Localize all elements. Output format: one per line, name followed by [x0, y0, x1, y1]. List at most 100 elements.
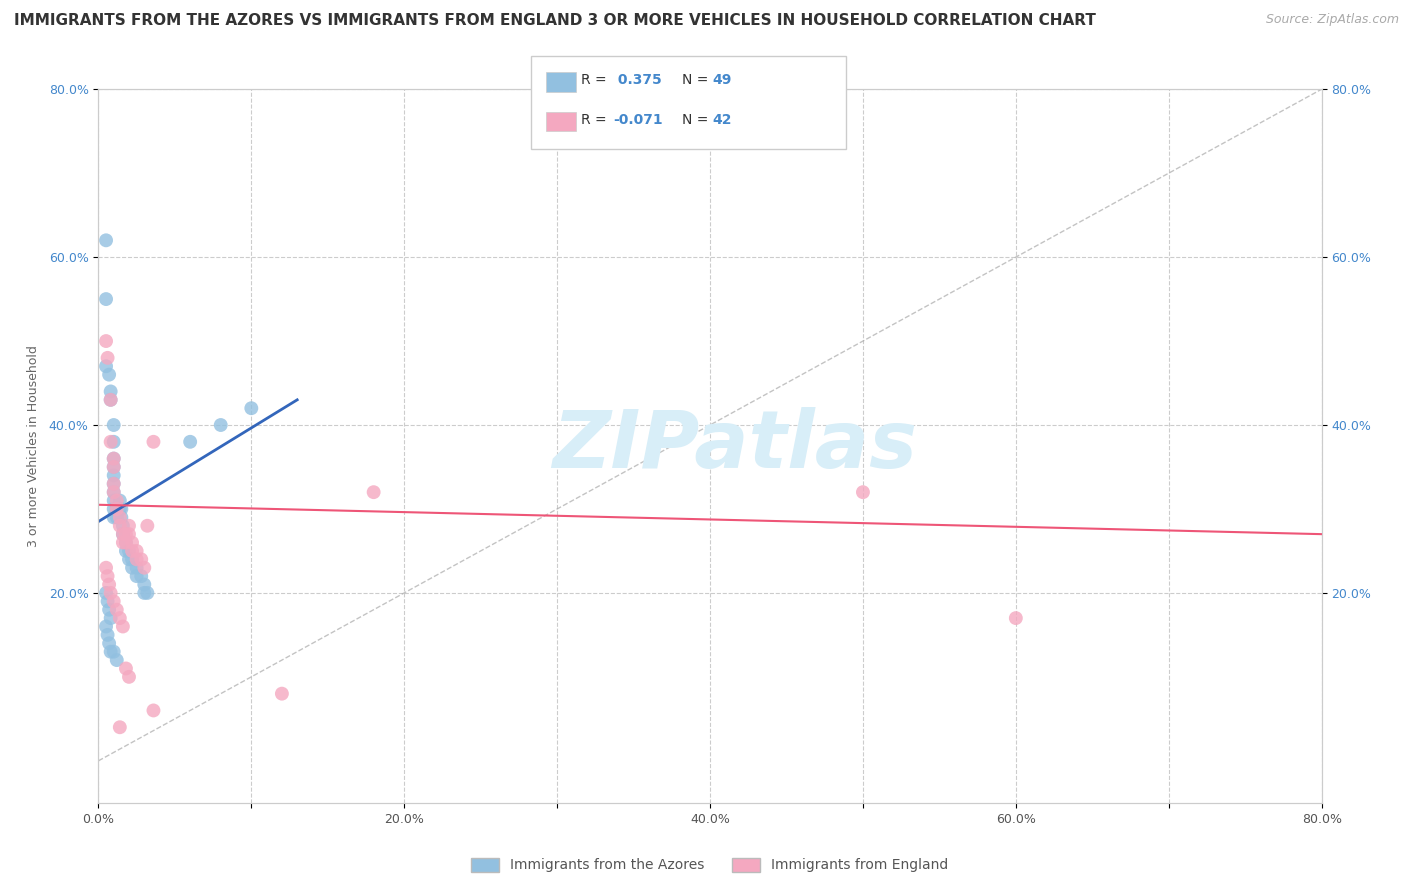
Point	[103, 434, 125, 449]
Point	[115, 535, 138, 549]
Point	[105, 493, 128, 508]
Point	[125, 569, 148, 583]
Point	[103, 417, 125, 432]
Point	[97, 628, 120, 642]
Point	[94, 619, 117, 633]
Point	[125, 552, 148, 566]
Text: 42: 42	[713, 112, 733, 127]
Point	[852, 485, 875, 500]
Point	[103, 476, 125, 491]
Point	[97, 569, 120, 583]
Point	[108, 720, 131, 734]
Point	[100, 611, 122, 625]
Point	[103, 451, 125, 466]
Text: N =: N =	[682, 73, 713, 87]
Point	[97, 594, 120, 608]
Point	[134, 586, 156, 600]
Point	[270, 687, 292, 701]
Point	[98, 603, 121, 617]
Point	[103, 468, 125, 483]
Legend: Immigrants from the Azores, Immigrants from England: Immigrants from the Azores, Immigrants f…	[465, 852, 955, 878]
Point	[105, 653, 128, 667]
Point	[125, 544, 148, 558]
Point	[98, 368, 121, 382]
Text: 0.375: 0.375	[613, 73, 662, 87]
Point	[111, 535, 134, 549]
Point	[209, 417, 232, 432]
Point	[105, 603, 128, 617]
Point	[115, 544, 138, 558]
Point	[103, 476, 125, 491]
Point	[103, 510, 125, 524]
Point	[129, 569, 152, 583]
Text: 49: 49	[713, 73, 733, 87]
Point	[125, 560, 148, 574]
Point	[121, 560, 143, 574]
Point	[94, 292, 117, 306]
Point	[94, 334, 117, 348]
Point	[103, 493, 125, 508]
Point	[110, 510, 132, 524]
Point	[108, 510, 131, 524]
Point	[94, 560, 117, 574]
Point	[110, 502, 132, 516]
Point	[179, 434, 201, 449]
Text: Source: ZipAtlas.com: Source: ZipAtlas.com	[1265, 13, 1399, 27]
Text: N =: N =	[682, 112, 713, 127]
Point	[98, 636, 121, 650]
Point	[118, 544, 141, 558]
Point	[105, 502, 128, 516]
Point	[121, 552, 143, 566]
Point	[103, 485, 125, 500]
Point	[100, 434, 122, 449]
Text: ZIPatlas: ZIPatlas	[553, 407, 917, 485]
Point	[136, 518, 159, 533]
Point	[118, 518, 141, 533]
Point	[1004, 611, 1026, 625]
Point	[121, 535, 143, 549]
Point	[115, 661, 138, 675]
Text: -0.071: -0.071	[613, 112, 662, 127]
Point	[98, 577, 121, 591]
Point	[100, 586, 122, 600]
Point	[111, 518, 134, 533]
Point	[108, 611, 131, 625]
Point	[103, 460, 125, 475]
Point	[108, 493, 131, 508]
Point	[103, 460, 125, 475]
Text: R =: R =	[581, 112, 610, 127]
Text: R =: R =	[581, 73, 610, 87]
Point	[105, 510, 128, 524]
Point	[100, 392, 122, 407]
Point	[240, 401, 263, 416]
Point	[94, 233, 117, 247]
Point	[103, 502, 125, 516]
Point	[136, 586, 159, 600]
Point	[129, 552, 152, 566]
Point	[111, 527, 134, 541]
Point	[103, 645, 125, 659]
Point	[111, 527, 134, 541]
Point	[100, 645, 122, 659]
Point	[108, 502, 131, 516]
Point	[108, 518, 131, 533]
Point	[100, 392, 122, 407]
Point	[134, 560, 156, 574]
Point	[103, 594, 125, 608]
Point	[118, 670, 141, 684]
Point	[105, 502, 128, 516]
Point	[115, 527, 138, 541]
Point	[142, 434, 165, 449]
Point	[363, 485, 385, 500]
Point	[100, 384, 122, 399]
Point	[94, 586, 117, 600]
Point	[134, 577, 156, 591]
Point	[142, 703, 165, 717]
Point	[94, 359, 117, 374]
Point	[115, 535, 138, 549]
Text: IMMIGRANTS FROM THE AZORES VS IMMIGRANTS FROM ENGLAND 3 OR MORE VEHICLES IN HOUS: IMMIGRANTS FROM THE AZORES VS IMMIGRANTS…	[14, 13, 1095, 29]
Point	[97, 351, 120, 365]
Point	[118, 552, 141, 566]
Point	[118, 527, 141, 541]
Point	[121, 544, 143, 558]
